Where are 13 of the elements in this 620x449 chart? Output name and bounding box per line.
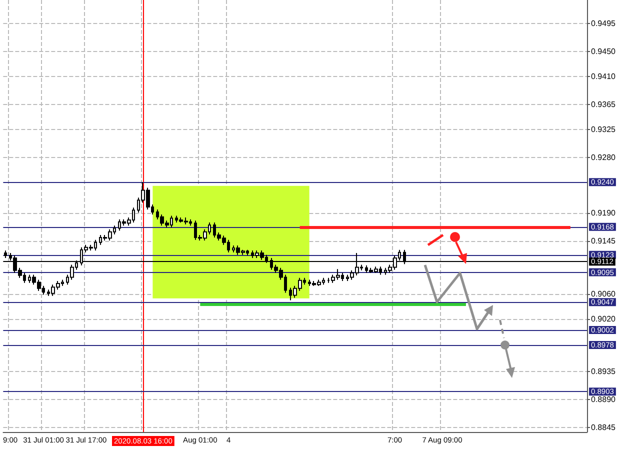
y-tick-label: 0.9280 bbox=[591, 152, 616, 162]
y-tick-label: 0.9410 bbox=[591, 72, 616, 81]
y-tick-label: 0.9365 bbox=[591, 100, 616, 109]
y-tick-label: 0.9495 bbox=[591, 19, 616, 28]
y-tick-label: 0.8890 bbox=[591, 395, 616, 404]
y-tick-label: 0.8845 bbox=[591, 423, 616, 432]
y-tick-label: 0.9020 bbox=[591, 314, 616, 324]
y-tick-label: 0.9145 bbox=[591, 236, 616, 246]
y-tick-label: 0.9450 bbox=[591, 47, 616, 56]
y-tick-label: 0.9190 bbox=[591, 208, 616, 218]
y-tick-label: 0.9325 bbox=[591, 124, 616, 134]
y-tick-label: 0.9060 bbox=[591, 290, 616, 299]
y-tick-label: 0.8935 bbox=[591, 367, 616, 376]
